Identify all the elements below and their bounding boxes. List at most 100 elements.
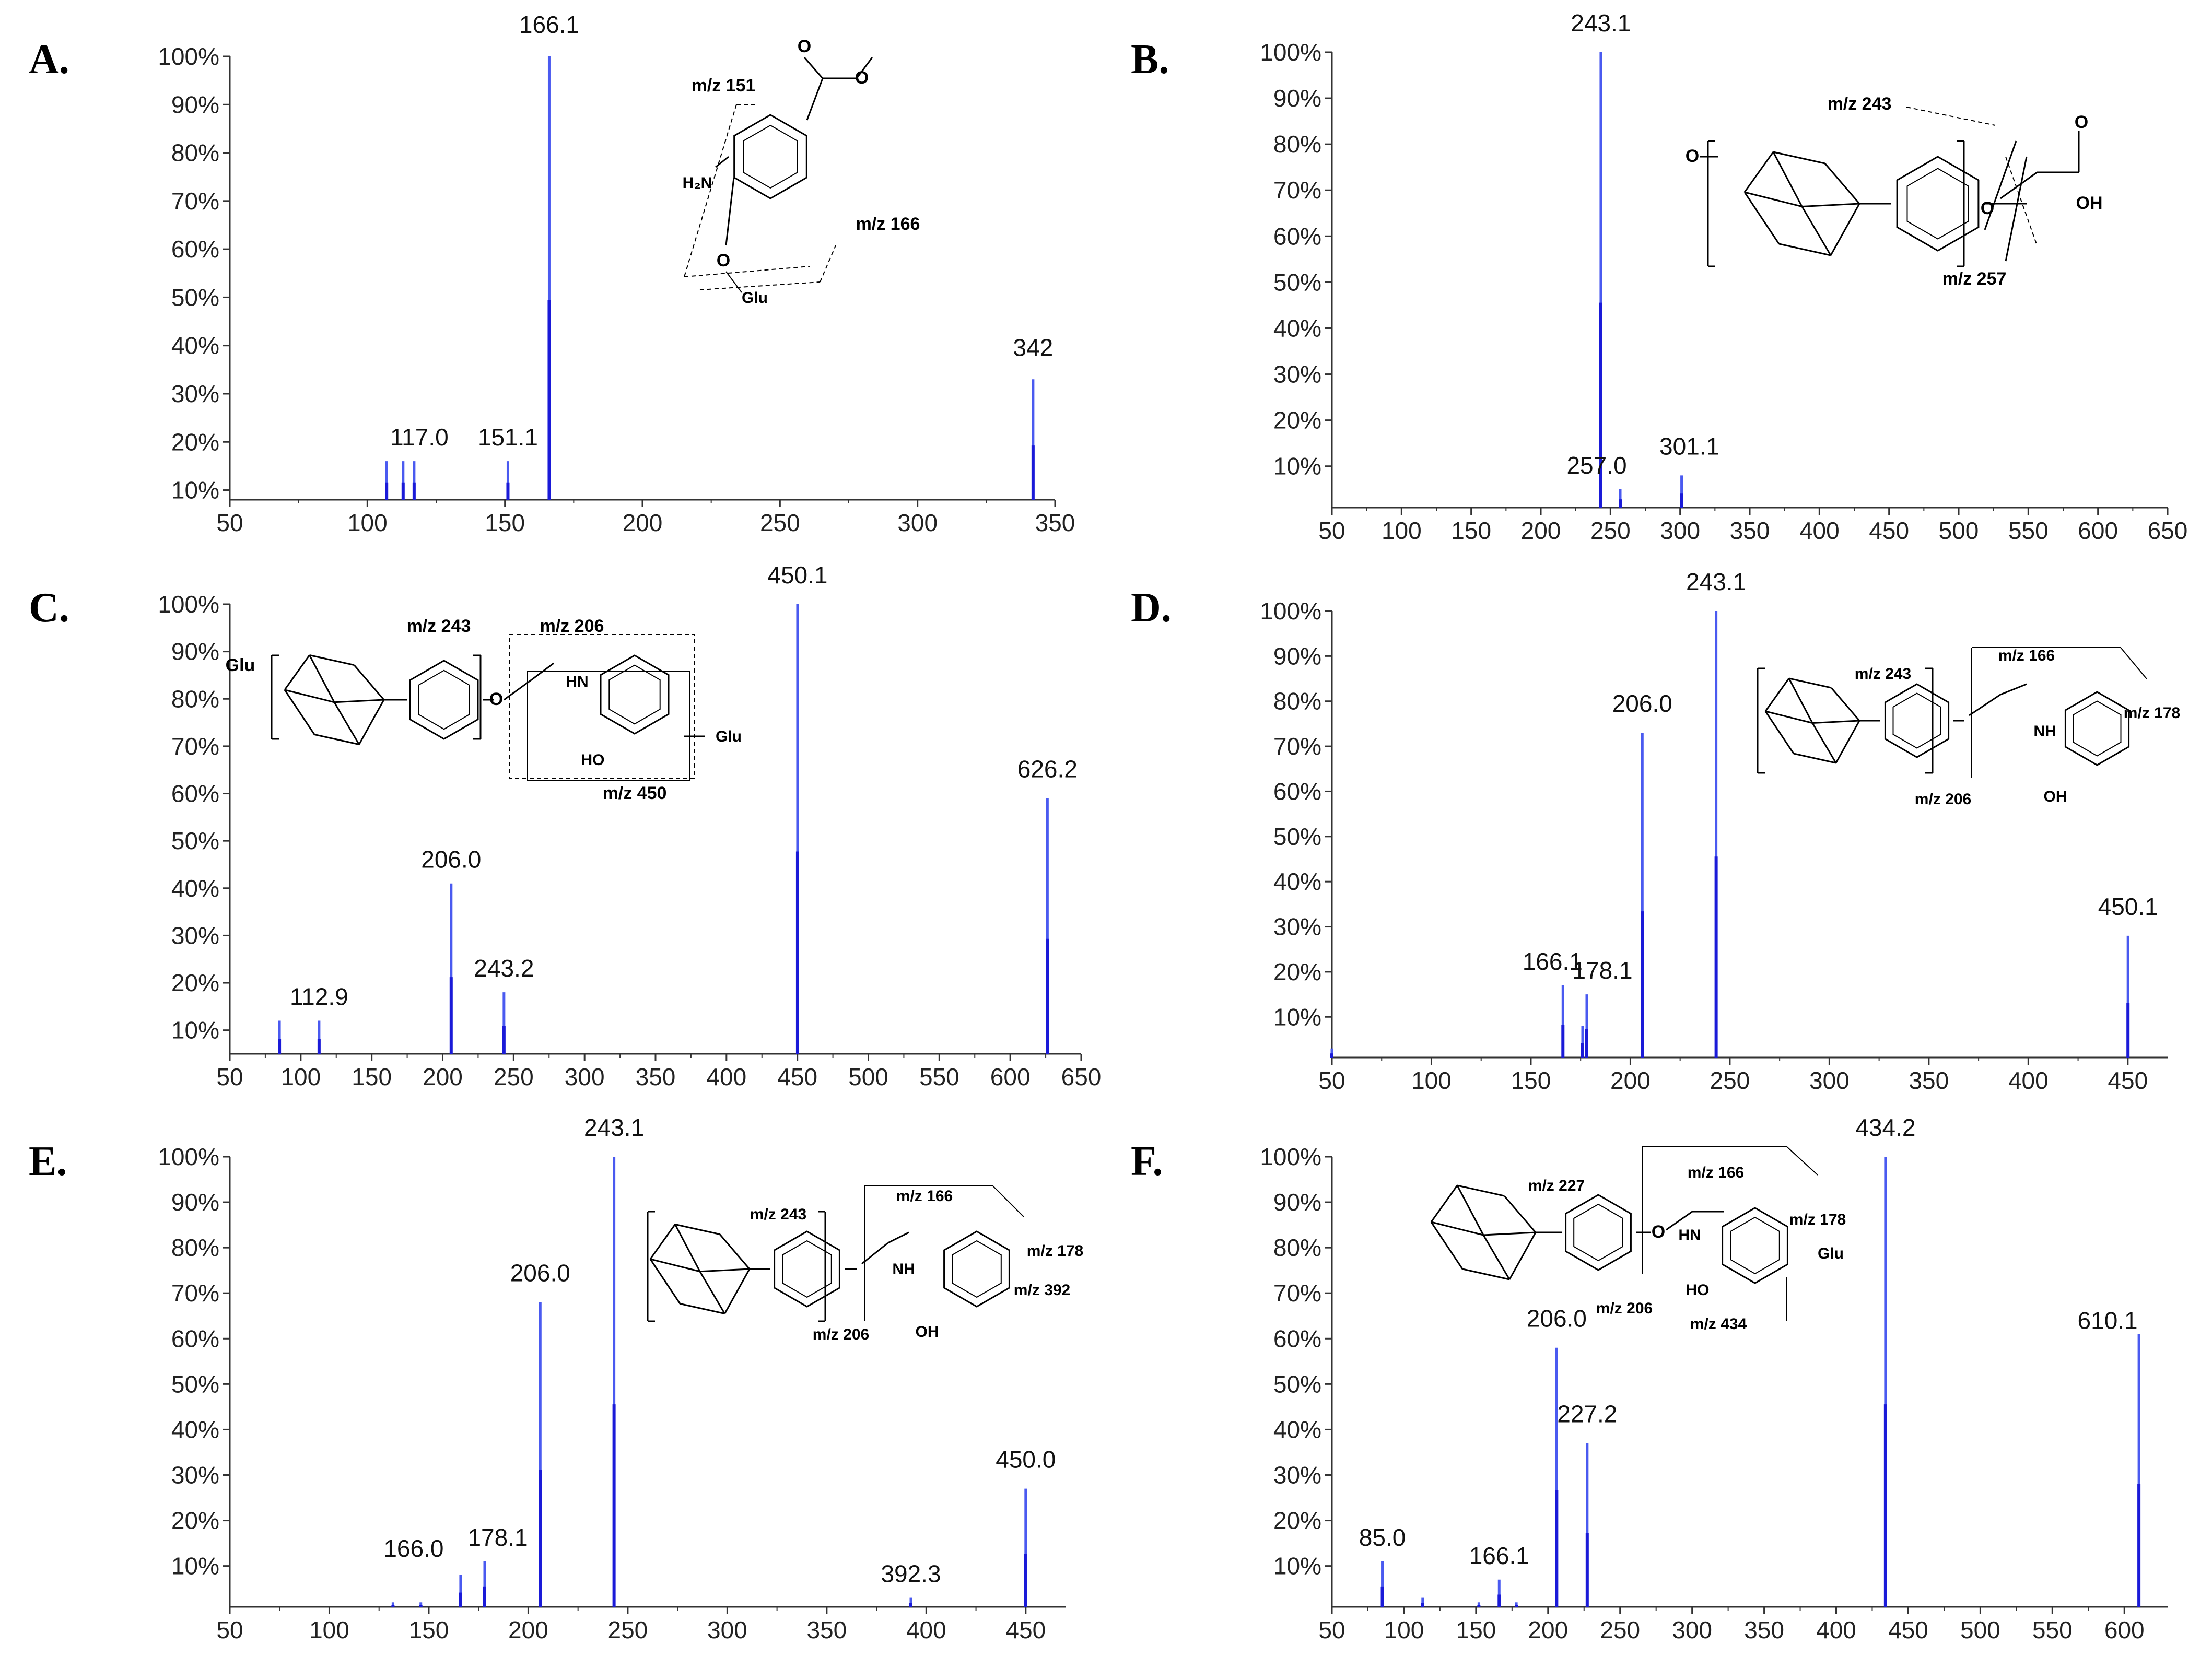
bond-line xyxy=(1788,677,1832,689)
x-tick-label: 550 xyxy=(2008,517,2049,544)
bond-line xyxy=(699,1268,750,1273)
bond-line xyxy=(1778,243,1831,256)
benzene-inner-ring xyxy=(1906,168,1969,240)
structure-label: Glu xyxy=(1818,1245,1844,1262)
bond-line xyxy=(1482,1235,1511,1280)
peak-label: 450.0 xyxy=(996,1446,1056,1473)
x-tick-label: 500 xyxy=(1939,517,1979,544)
y-tick-label: 70% xyxy=(171,187,219,215)
bond-line xyxy=(284,689,315,735)
chart-panel-c: C. 10% 20% 30% 40% 50% 60% 70% 80% 90% 100% 50 100 15… xyxy=(29,561,1101,1090)
x-tick-label: 100 xyxy=(1411,1067,1452,1094)
peak-label: 166.1 xyxy=(519,11,579,38)
bond-line xyxy=(1743,192,1780,244)
bond-line xyxy=(1764,678,1790,712)
peak-label: 166.1 xyxy=(1523,948,1583,975)
bond-line xyxy=(1462,1268,1510,1280)
bond-line xyxy=(314,734,359,745)
y-tick-label: 20% xyxy=(1273,958,1321,985)
panel-letter: C. xyxy=(29,585,69,631)
benzene-inner-ring xyxy=(782,1240,832,1298)
x-tick-label: 300 xyxy=(897,509,938,536)
x-tick-label: 200 xyxy=(1521,517,1561,544)
bond-line xyxy=(1666,1211,1693,1231)
benzene-ring xyxy=(1722,1207,1788,1284)
y-tick-label: 90% xyxy=(171,1189,219,1216)
chart-panel-b: B. 10% 20% 30% 40% 50% 60% 70% 80% 90% 100% 50 100 15… xyxy=(1131,9,2187,544)
y-tick-label: 60% xyxy=(1273,778,1321,805)
y-tick-label: 40% xyxy=(1273,314,1321,342)
x-tick-label: 50 xyxy=(216,509,243,536)
y-tick-label: 20% xyxy=(171,969,219,996)
atom-o: O xyxy=(798,37,811,56)
x-tick-label: 50 xyxy=(1318,1067,1345,1094)
x-tick-label: 50 xyxy=(1318,1616,1345,1643)
bond-line xyxy=(699,1271,725,1314)
x-tick-label: 600 xyxy=(2104,1616,2145,1643)
bond-line xyxy=(284,689,335,703)
benzene-ring xyxy=(1565,1194,1632,1271)
bond-line xyxy=(1830,203,1860,256)
y-tick-label: 40% xyxy=(1273,1416,1321,1443)
x-tick-label: 250 xyxy=(494,1063,534,1090)
y-tick-label: 30% xyxy=(1273,1461,1321,1488)
bond-line xyxy=(1483,1231,1536,1236)
bond-line xyxy=(675,1224,720,1235)
structure-label: m/z 166 xyxy=(896,1188,953,1205)
structure-label: m/z 243 xyxy=(1855,665,1911,683)
benzene-inner-ring xyxy=(418,669,470,730)
adamantane-cage xyxy=(1764,677,1860,764)
benzene-ring xyxy=(733,114,807,199)
x-tick-label: 200 xyxy=(623,509,663,536)
bond-line xyxy=(1765,710,1813,724)
bond-line xyxy=(1824,163,1860,204)
bond-line xyxy=(684,104,737,277)
y-tick-label: 50% xyxy=(1273,823,1321,850)
bond-line xyxy=(1772,151,1803,207)
peak-label: 112.9 xyxy=(290,983,348,1011)
structure-label: O xyxy=(717,251,730,271)
x-tick-label: 150 xyxy=(352,1063,392,1090)
peak-label: 206.0 xyxy=(1612,690,1672,717)
x-tick-label: 150 xyxy=(485,509,525,536)
x-tick-label: 350 xyxy=(1909,1067,1949,1094)
bond-line xyxy=(861,1242,888,1265)
bond-line xyxy=(2005,156,2028,262)
structure-label: OH xyxy=(916,1323,939,1341)
y-tick-label: 40% xyxy=(171,332,219,359)
bond-line xyxy=(1801,206,1832,256)
peak-label: 626.2 xyxy=(1017,756,1078,783)
structure-label: m/z 151 xyxy=(692,76,756,96)
benzene-inner-ring xyxy=(1892,692,1941,749)
peak-label: 243.1 xyxy=(1686,568,1746,595)
bond-line xyxy=(856,57,873,79)
bond-line xyxy=(2005,156,2038,246)
x-tick-label: 500 xyxy=(1960,1616,2000,1643)
x-tick-label: 200 xyxy=(1528,1616,1568,1643)
bond-line xyxy=(724,1268,751,1314)
structure-label: Glu xyxy=(226,655,255,675)
x-tick-label: 350 xyxy=(636,1063,676,1090)
structure-label: m/z 206 xyxy=(1915,791,1971,808)
panel-letter: B. xyxy=(1131,37,1169,83)
y-tick-label: 90% xyxy=(1273,85,1321,112)
panel-letter: D. xyxy=(1131,585,1172,631)
y-tick-label: 10% xyxy=(1273,1003,1321,1030)
peak-label: 206.0 xyxy=(1527,1305,1587,1332)
structure-label: H₂N xyxy=(683,174,712,192)
peak-label: 166.1 xyxy=(1469,1542,1529,1569)
structure-label: m/z 178 xyxy=(1789,1211,1846,1228)
y-tick-label: 50% xyxy=(171,827,219,854)
peak-label: 342 xyxy=(1013,334,1053,361)
benzene-inner-ring xyxy=(1573,1203,1623,1262)
benzene-inner-ring xyxy=(743,124,798,189)
x-tick-label: 300 xyxy=(1672,1616,1712,1643)
fragment-box xyxy=(509,634,695,779)
atom-o: O xyxy=(855,68,869,88)
structure-label: Glu xyxy=(742,289,768,307)
x-tick-label: 550 xyxy=(919,1063,959,1090)
y-tick-label: 10% xyxy=(171,1553,219,1580)
panel-letter: E. xyxy=(29,1138,67,1184)
